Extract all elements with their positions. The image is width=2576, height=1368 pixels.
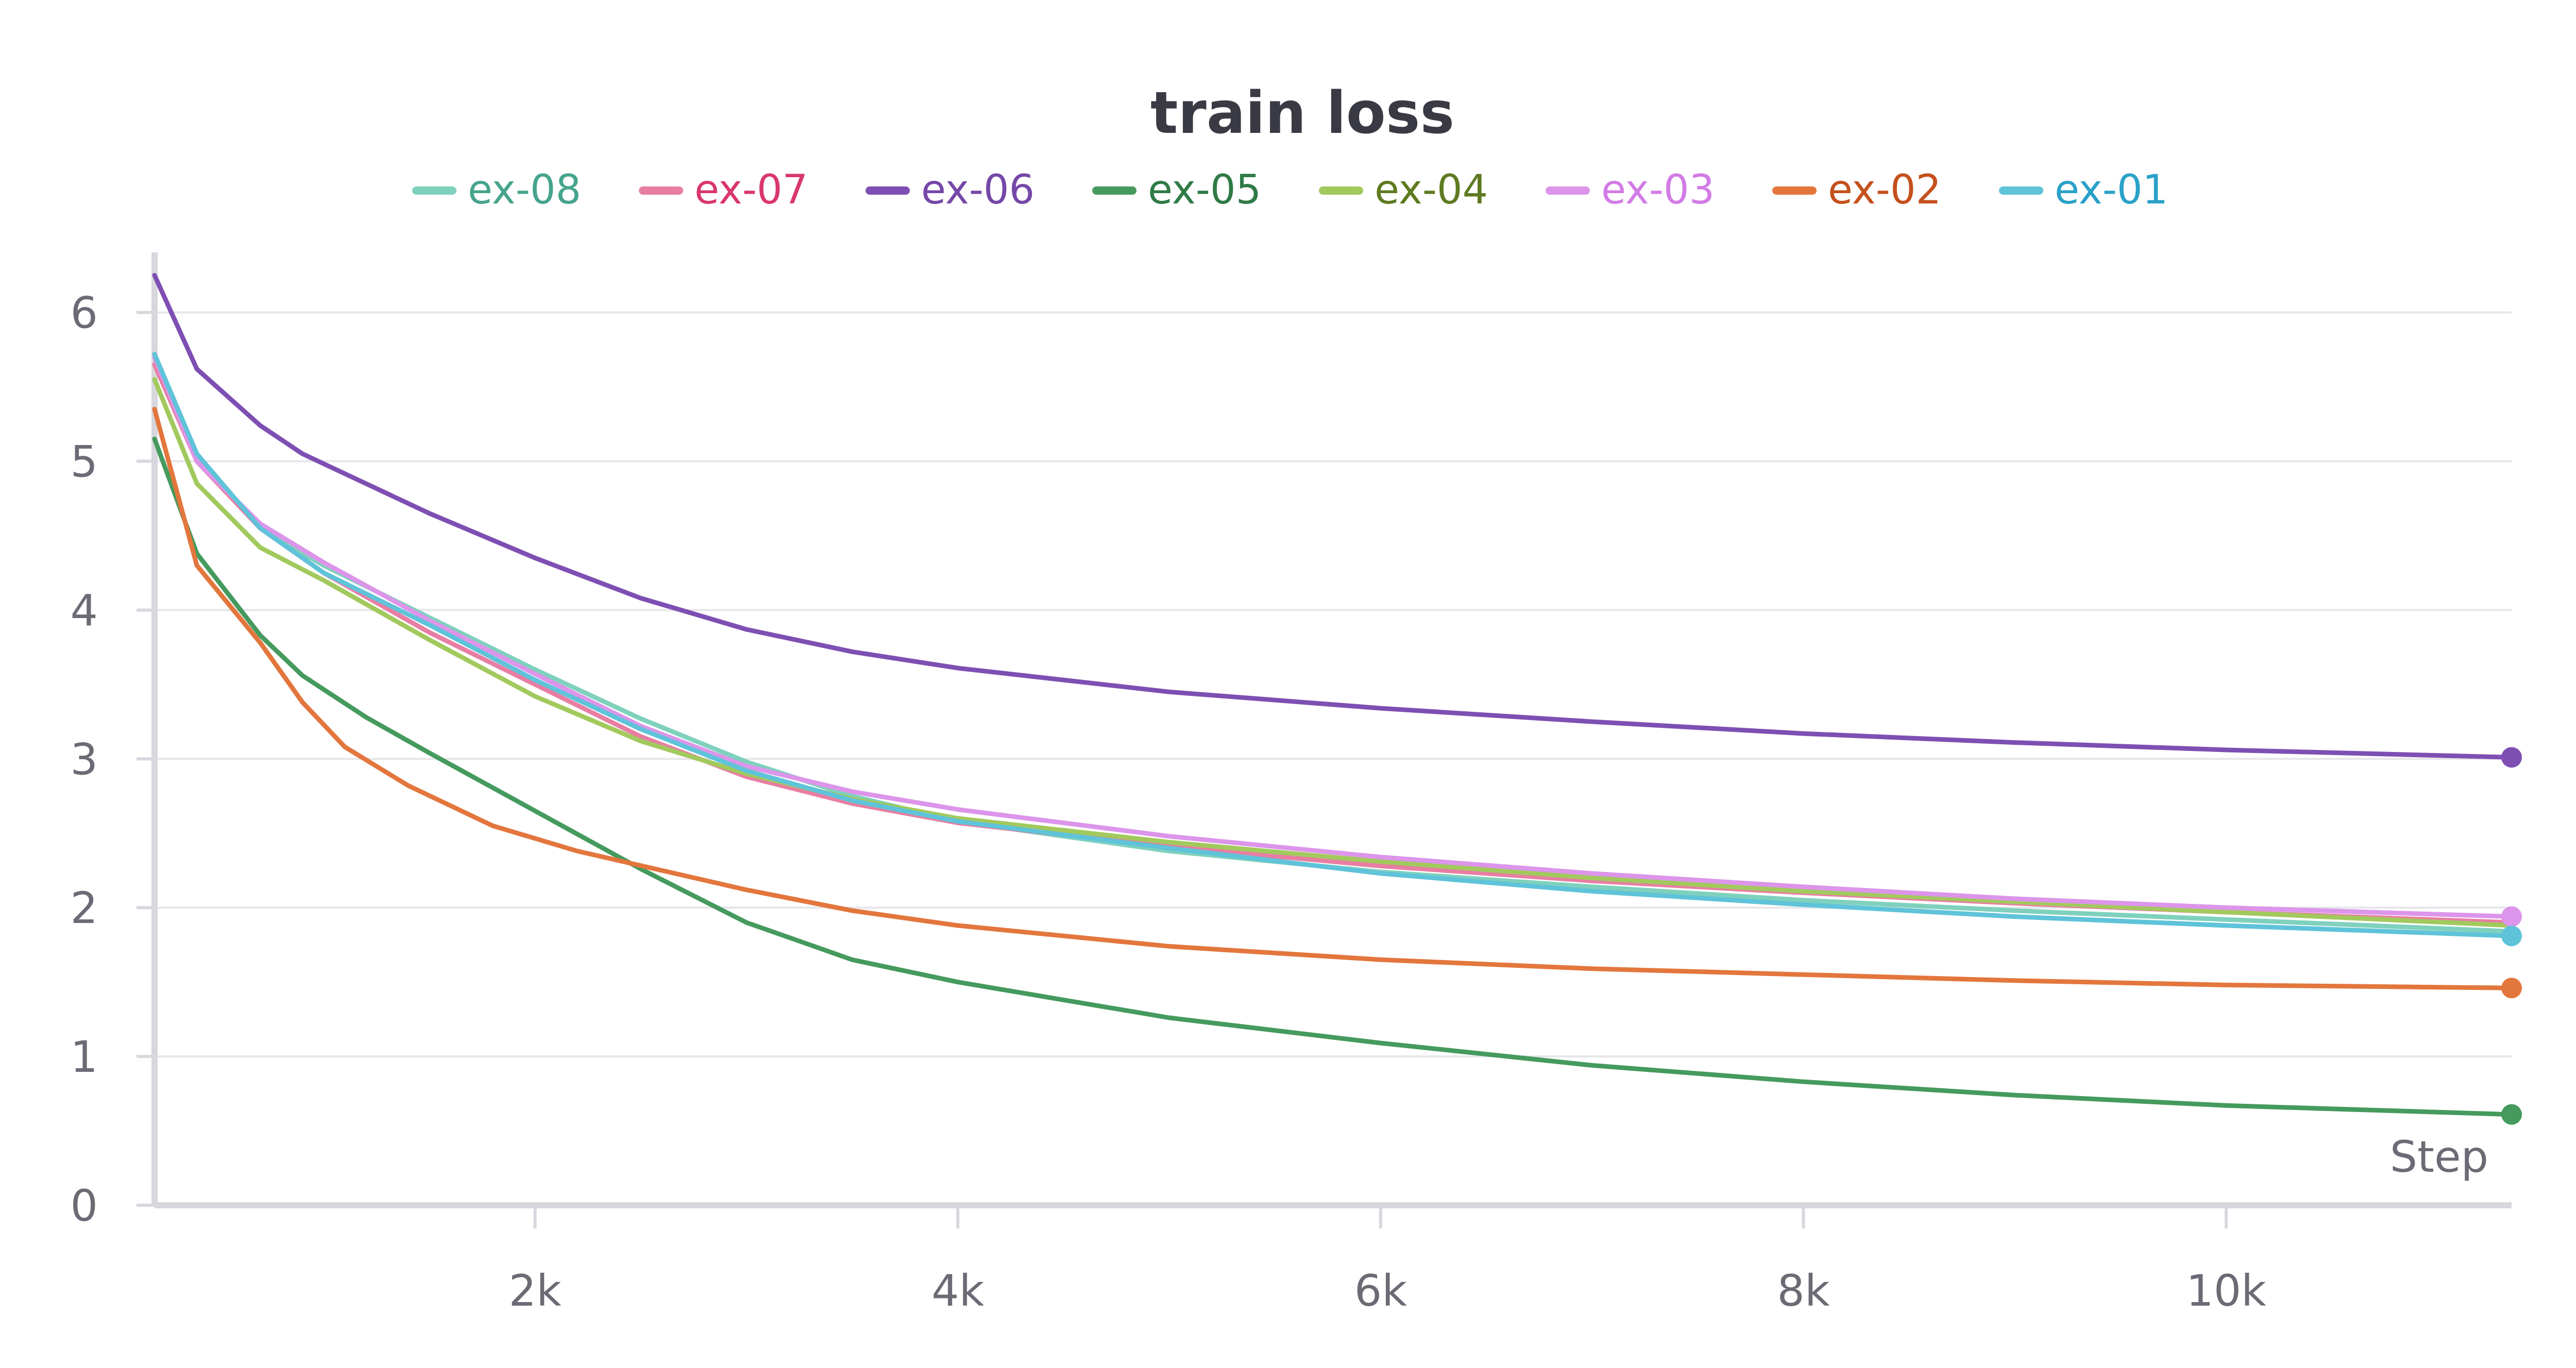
series-line-ex-01 [152, 352, 2514, 938]
legend-label: ex-07 [694, 167, 808, 213]
series-line-ex-05 [152, 436, 2514, 1117]
x-tick-label: 6k [1354, 1266, 1407, 1316]
series-line-ex-06 [152, 272, 2514, 760]
series-line-ex-03 [152, 354, 2514, 919]
legend-item-ex-06[interactable]: ex-06 [866, 167, 1035, 213]
legend-item-ex-02[interactable]: ex-02 [1772, 167, 1941, 213]
series-lines [152, 272, 2514, 1117]
legend-item-ex-07[interactable]: ex-07 [639, 167, 808, 213]
axes: 0 1 2 3 4 5 6 2k 4k 6k 8k 10k [71, 252, 2512, 1316]
legend-item-ex-01[interactable]: ex-01 [1999, 167, 2168, 213]
x-tick-label: 4k [931, 1266, 984, 1316]
series-endpoint-ex-03 [2501, 906, 2522, 927]
series-line-ex-07 [152, 362, 2514, 925]
legend-label: ex-01 [2055, 167, 2168, 213]
legend-label: ex-06 [921, 167, 1035, 213]
y-tick-label: 2 [71, 883, 98, 933]
x-tick-label: 8k [1777, 1266, 1829, 1316]
series-endpoint-ex-01 [2501, 926, 2522, 947]
chart-title: train loss [1150, 80, 1454, 147]
series-endpoint-ex-05 [2501, 1104, 2522, 1125]
x-axis-label: Step [2390, 1132, 2488, 1182]
legend-label: ex-03 [1601, 167, 1715, 213]
y-tick-label: 3 [71, 734, 98, 784]
x-tick-label: 10k [2186, 1266, 2266, 1316]
y-tick-label: 5 [71, 437, 98, 487]
legend-label: ex-08 [468, 167, 581, 213]
series-endpoints [2501, 747, 2522, 1125]
y-tick-label: 0 [71, 1181, 98, 1231]
y-tick-label: 1 [71, 1032, 98, 1082]
legend-item-ex-04[interactable]: ex-04 [1319, 167, 1488, 213]
y-tick-label: 4 [71, 585, 98, 636]
legend-label: ex-02 [1828, 167, 1941, 213]
series-line-ex-08 [152, 354, 2514, 934]
series-line-ex-02 [152, 406, 2514, 990]
legend-item-ex-05[interactable]: ex-05 [1092, 167, 1261, 213]
legend-item-ex-03[interactable]: ex-03 [1546, 167, 1715, 213]
legend: ex-08 ex-07 ex-06 ex-05 ex-04 ex-03 ex-02 ex-01 [412, 167, 2168, 213]
series-endpoint-ex-06 [2501, 747, 2522, 768]
x-tick-label: 2k [509, 1266, 562, 1316]
legend-label: ex-05 [1148, 167, 1261, 213]
legend-item-ex-08[interactable]: ex-08 [412, 167, 581, 213]
legend-label: ex-04 [1375, 167, 1488, 213]
series-endpoint-ex-02 [2501, 978, 2522, 999]
y-tick-label: 6 [71, 288, 98, 338]
